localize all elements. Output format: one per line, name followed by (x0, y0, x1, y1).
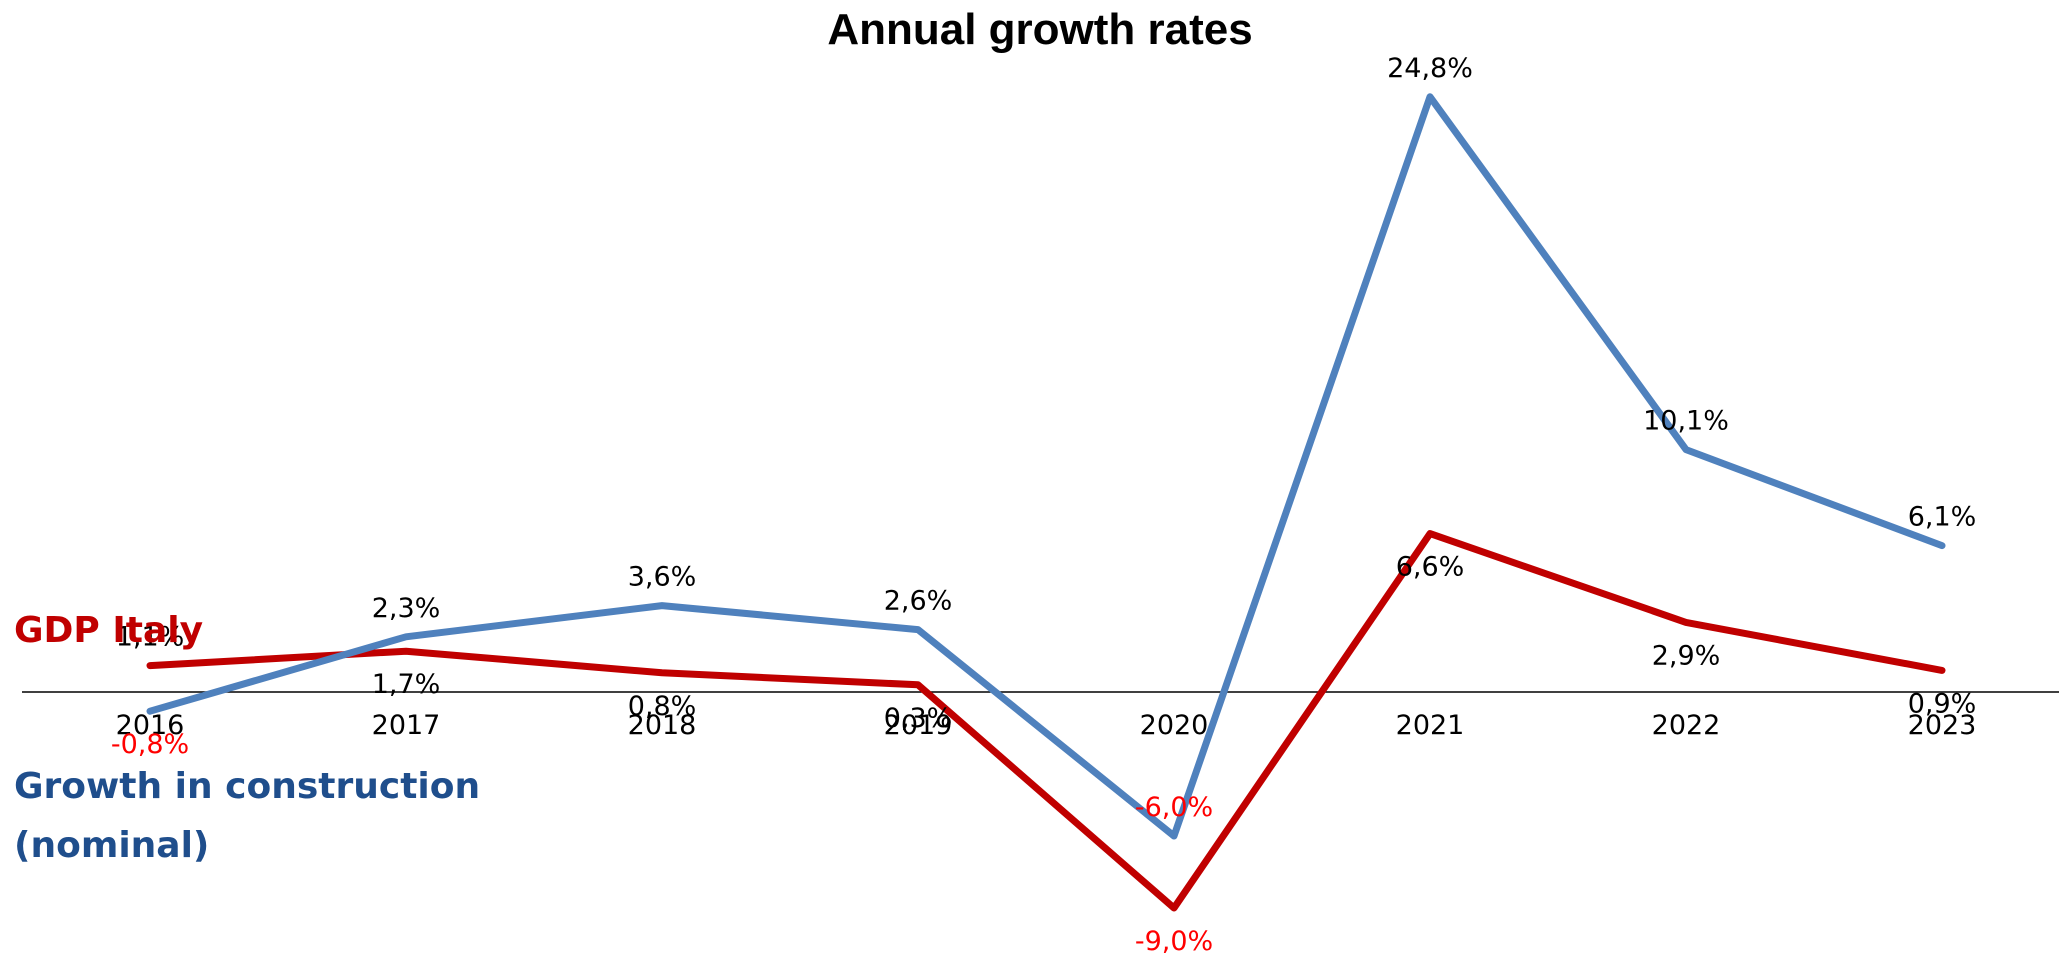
data-label-construction-2022: 10,1% (1643, 406, 1729, 437)
x-tick-label-2021: 2021 (1396, 710, 1465, 741)
data-label-construction-2017: 2,3% (372, 593, 441, 624)
series-lines (146, 93, 1946, 912)
data-label-gdp-2019: 0,3% (884, 703, 953, 734)
data-label-construction-2016: -0,8% (111, 729, 189, 760)
chart-title: Annual growth rates (827, 5, 1252, 54)
data-label-gdp-2016: 1,1% (116, 622, 185, 653)
x-tick-label-2020: 2020 (1140, 710, 1209, 741)
data-label-construction-2020: -6,0% (1135, 792, 1213, 823)
data-label-construction-2021: 24,8% (1387, 53, 1473, 84)
legend-gdp-italy: GDP Italy (14, 610, 203, 651)
data-label-gdp-2017: 1,7% (372, 669, 441, 700)
x-tick-label-2019: 2019 (884, 710, 953, 741)
data-label-construction-2023: 6,1% (1908, 502, 1977, 533)
legend-construction-line2: (nominal) (14, 825, 209, 866)
data-label-gdp-2022: 2,9% (1652, 640, 1721, 671)
data-label-gdp-2020: -9,0% (1135, 926, 1213, 957)
x-tick-label-2016: 2016 (116, 710, 185, 741)
x-tick-label-2022: 2022 (1652, 710, 1721, 741)
series-line-construction (146, 93, 1946, 840)
data-label-gdp-2021: 6,6% (1396, 552, 1465, 583)
legend-construction-line1: Growth in construction (14, 766, 480, 807)
x-tick-label-2023: 2023 (1908, 710, 1977, 741)
x-tick-label-2017: 2017 (372, 710, 441, 741)
x-tick-label-2018: 2018 (628, 710, 697, 741)
x-axis-ticks: 2016 2017 2018 2019 2020 2021 2022 2023 (116, 710, 1977, 741)
series-line-gdp-italy (146, 530, 1946, 912)
data-labels: 1,1% 1,7% 0,8% 0,3% -9,0% 6,6% 2,9% 0,9% -0,8% 2,… (111, 53, 1976, 957)
data-label-gdp-2018: 0,8% (628, 691, 697, 722)
data-label-construction-2019: 2,6% (884, 586, 953, 617)
data-label-gdp-2023: 0,9% (1908, 688, 1977, 719)
data-label-construction-2018: 3,6% (628, 562, 697, 593)
